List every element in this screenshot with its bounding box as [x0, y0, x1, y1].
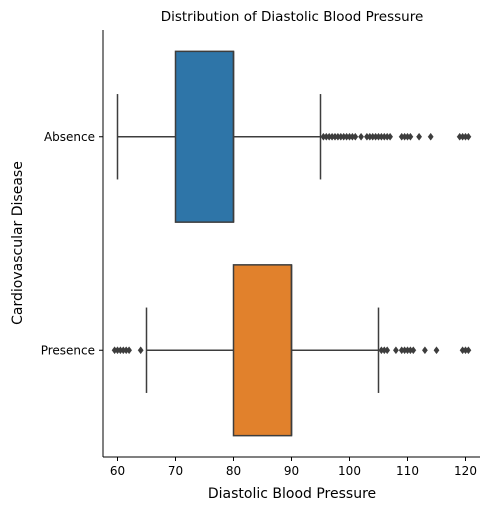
box — [232, 264, 293, 437]
outlier-point — [427, 132, 434, 141]
box-group-absence — [116, 50, 472, 223]
x-tick-label: 80 — [226, 464, 241, 478]
outlier-point — [387, 132, 394, 141]
outlier-point — [410, 346, 417, 355]
x-tick-label: 100 — [338, 464, 361, 478]
outlier-point — [137, 346, 144, 355]
x-ticks: 60 70 80 90 100 110 120 — [110, 457, 477, 478]
outlier-point — [358, 132, 365, 141]
chart-title: Distribution of Diastolic Blood Pressure — [161, 9, 424, 25]
x-axis-label: Diastolic Blood Pressure — [208, 486, 376, 502]
x-tick-label: 110 — [396, 464, 419, 478]
y-tick-label: Presence — [41, 343, 95, 357]
outlier-point — [465, 346, 472, 355]
outlier-point — [433, 346, 440, 355]
x-tick-label: 120 — [454, 464, 477, 478]
outlier-point — [465, 132, 472, 141]
outlier-point — [416, 132, 423, 141]
x-tick-label: 70 — [168, 464, 183, 478]
box — [174, 50, 235, 223]
y-ticks: Absence Presence — [41, 130, 103, 357]
x-tick-label: 60 — [110, 464, 125, 478]
outlier-point — [384, 346, 391, 355]
x-tick-label: 90 — [284, 464, 299, 478]
outlier-point — [392, 346, 399, 355]
y-tick-label: Absence — [44, 130, 95, 144]
outlier-point — [352, 132, 359, 141]
box-group-presence — [111, 264, 472, 437]
plot-area — [111, 50, 472, 437]
y-axis-label: Cardiovascular Disease — [10, 161, 26, 325]
outlier-point — [407, 132, 414, 141]
outlier-point — [421, 346, 428, 355]
outlier-point — [126, 346, 133, 355]
